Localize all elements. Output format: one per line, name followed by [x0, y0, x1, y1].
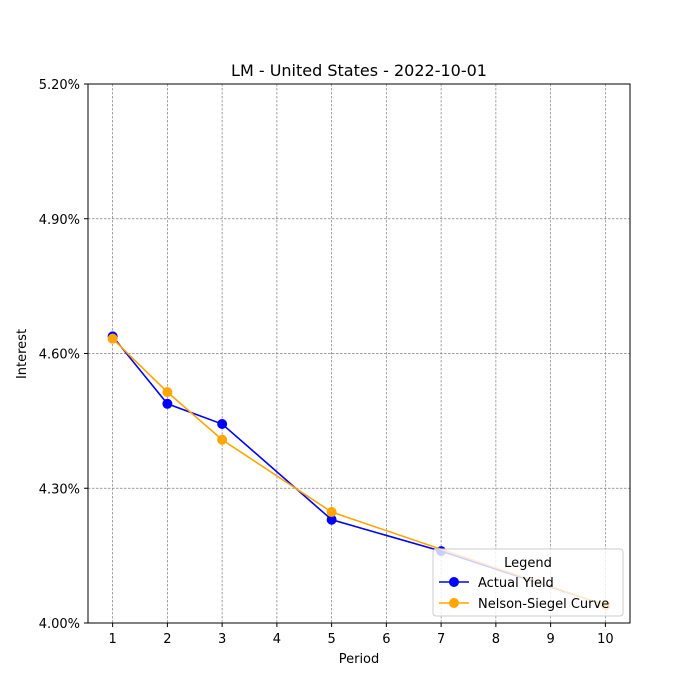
nelson-siegel-curve-point [162, 387, 173, 398]
nelson-siegel-curve-point [326, 507, 337, 518]
x-tick-label: 9 [546, 632, 554, 647]
legend-actual-yield-marker [449, 577, 459, 587]
actual-yield-point [162, 398, 173, 409]
actual-yield-point [217, 419, 228, 430]
x-tick-label: 5 [327, 632, 335, 647]
legend-box [432, 548, 624, 617]
y-axis-label: Interest [15, 329, 30, 379]
y-tick-label: 4.30% [39, 482, 80, 497]
x-tick-label: 10 [597, 632, 614, 647]
legend: Legend Actual Yield Nelson-Siegel Curve [432, 548, 624, 617]
y-tick-label: 4.60% [39, 348, 80, 363]
x-tick-label: 4 [273, 632, 281, 647]
y-tick-label: 5.20% [39, 78, 80, 93]
chart-title: LM - United States - 2022-10-01 [231, 61, 487, 80]
x-tick-label: 6 [382, 632, 390, 647]
x-tick-label: 3 [218, 632, 226, 647]
grid-layer [88, 83, 630, 624]
x-axis-label: Period [339, 652, 380, 667]
x-tick-label: 2 [163, 632, 171, 647]
x-tick-label: 8 [492, 632, 500, 647]
y-tick-label: 4.00% [39, 617, 80, 632]
x-tick-label: 1 [108, 632, 116, 647]
y-tick-label: 4.90% [39, 213, 80, 228]
x-tick-label: 7 [437, 632, 445, 647]
legend-actual-yield-label: Actual Yield [478, 576, 554, 591]
nelson-siegel-curve-point [107, 333, 118, 344]
nelson-siegel-curve-point [217, 434, 228, 445]
legend-nelson-siegel-curve-marker [449, 598, 459, 608]
legend-nelson-siegel-curve-label: Nelson-Siegel Curve [478, 597, 609, 612]
legend-title: Legend [504, 556, 552, 571]
axes-layer: 1 2 3 4 5 6 7 8 9 10 4.00% 4.30% 4.60% 4.90% 5.20% [39, 78, 631, 647]
